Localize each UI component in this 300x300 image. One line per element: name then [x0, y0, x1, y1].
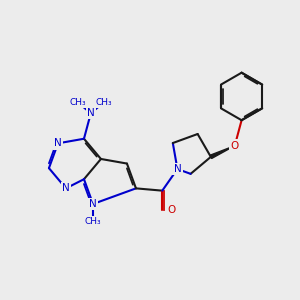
- Text: CH₃: CH₃: [96, 98, 112, 107]
- Polygon shape: [210, 146, 235, 158]
- Text: CH₃: CH₃: [69, 98, 86, 107]
- Text: N: N: [87, 108, 95, 118]
- Text: CH₃: CH₃: [85, 217, 101, 226]
- Text: O: O: [168, 206, 176, 215]
- Text: N: N: [62, 183, 70, 194]
- Text: N: N: [89, 199, 97, 209]
- Text: N: N: [54, 138, 62, 148]
- Text: N: N: [173, 164, 181, 174]
- Text: O: O: [231, 141, 239, 151]
